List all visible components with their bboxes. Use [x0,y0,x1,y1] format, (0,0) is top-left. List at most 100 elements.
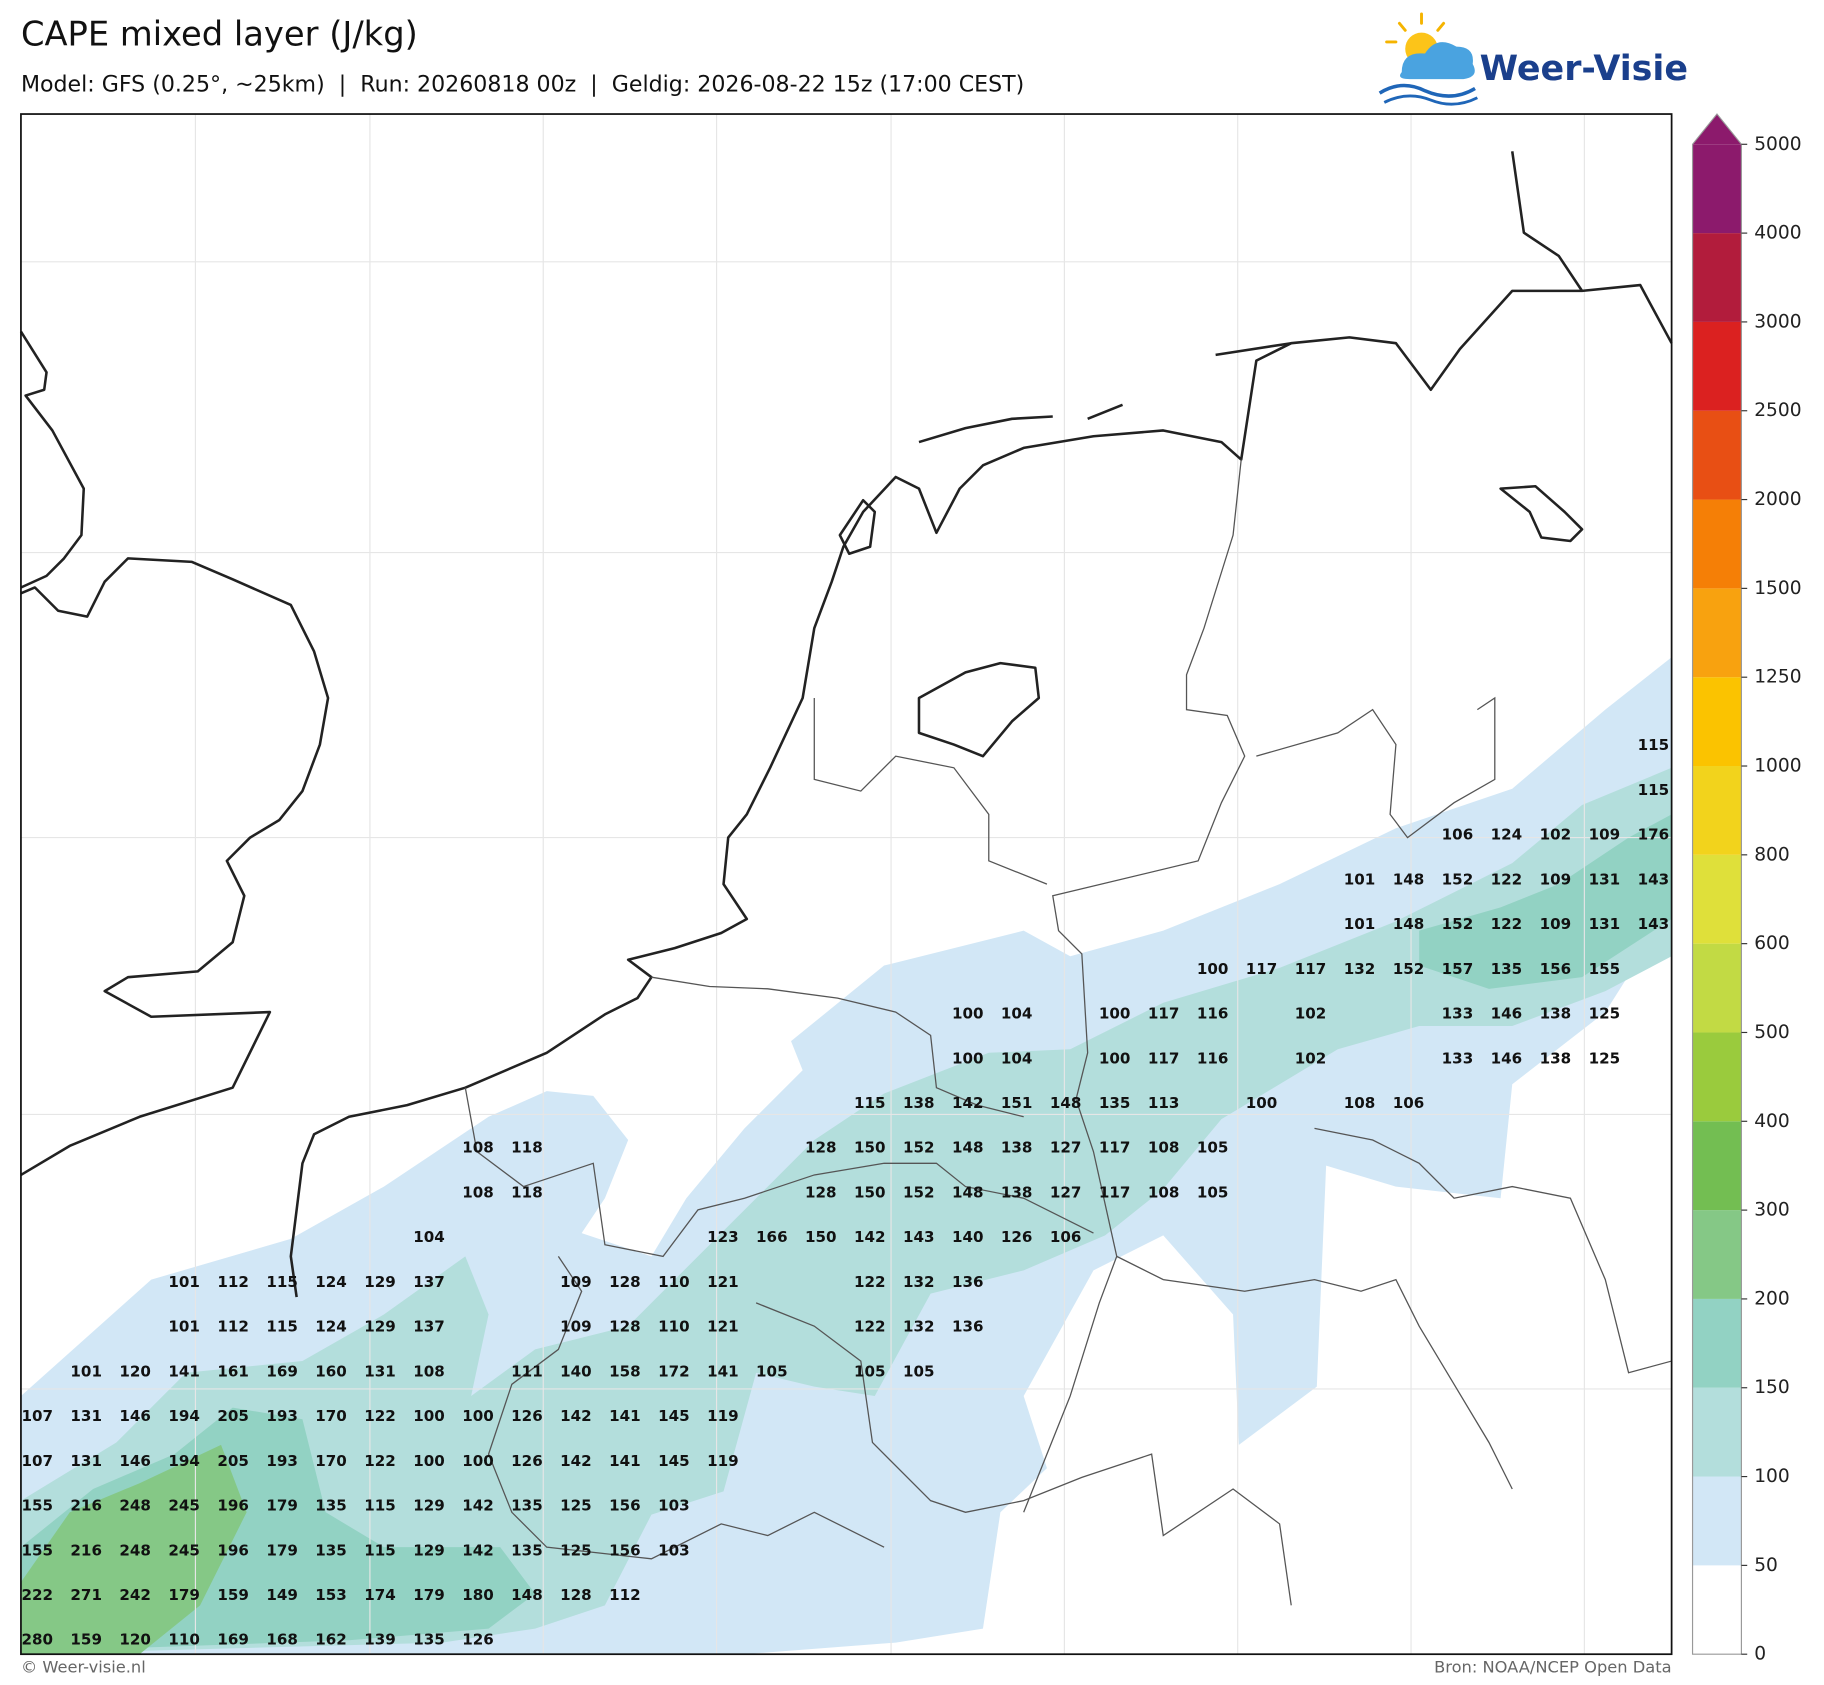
grid-value: 101 [168,1318,200,1336]
grid-value: 121 [707,1273,739,1291]
colorbar-label: 50 [1754,1555,1778,1576]
grid-value: 108 [462,1139,494,1157]
colorbar-segment [1692,499,1742,589]
grid-value: 112 [609,1586,641,1604]
colorbar-segment [1692,854,1742,944]
grid-value: 245 [168,1541,200,1559]
grid-value: 242 [119,1586,151,1604]
grid-value: 115 [364,1497,396,1515]
grid-value: 121 [707,1318,739,1336]
grid-value: 136 [952,1273,984,1291]
grid-value: 179 [168,1586,200,1604]
grid-value: 159 [217,1586,249,1604]
grid-value: 101 [70,1362,102,1380]
colorbar-label: 100 [1754,1466,1790,1487]
grid-value: 117 [1099,1183,1131,1201]
grid-value: 132 [903,1318,935,1336]
colorbar: 0 50 100 150 200 300 400 500 600 800 1000 1250 1500 2… [1691,113,1802,1665]
colorbar-segment [1692,588,1742,678]
grid-value: 120 [119,1631,151,1649]
grid-value: 108 [413,1362,445,1380]
grid-value: 122 [1491,870,1523,888]
logo: Weer-Visie [1378,12,1688,106]
grid-value: 138 [903,1094,935,1112]
grid-value: 142 [462,1541,494,1559]
grid-value: 117 [1148,1005,1180,1023]
grid-value: 109 [1589,826,1621,844]
grid-value: 194 [168,1407,200,1425]
colorbar-label: 1250 [1754,667,1801,688]
grid-value: 135 [1099,1094,1131,1112]
grid-value: 109 [1540,870,1572,888]
grid-value: 119 [707,1407,739,1425]
grid-value: 148 [1393,915,1425,933]
grid-value: 126 [511,1452,543,1470]
grid-value: 100 [413,1452,445,1470]
grid-value: 152 [1442,915,1474,933]
grid-value: 271 [70,1586,102,1604]
grid-value: 162 [315,1631,347,1649]
grid-value: 133 [1442,1049,1474,1067]
grid-value: 101 [1344,915,1376,933]
grid-value: 110 [658,1318,690,1336]
grid-value: 148 [1393,870,1425,888]
grid-value: 111 [511,1362,543,1380]
grid-value: 110 [168,1631,200,1649]
grid-value: 138 [1001,1183,1033,1201]
colorbar-label: 3000 [1754,311,1801,332]
grid-value: 104 [1001,1049,1033,1067]
grid-value: 205 [217,1407,249,1425]
grid-value: 169 [266,1362,298,1380]
grid-value: 150 [854,1183,886,1201]
grid-value: 128 [805,1183,837,1201]
grid-value: 104 [1001,1005,1033,1023]
colorbar-label: 1500 [1754,578,1801,599]
grid-value: 174 [364,1586,396,1604]
grid-value: 141 [609,1407,641,1425]
grid-value: 280 [21,1631,53,1649]
grid-value: 106 [1442,826,1474,844]
grid-value: 125 [1589,1049,1621,1067]
grid-value: 142 [560,1452,592,1470]
grid-value: 128 [560,1586,592,1604]
grid-value: 152 [1442,870,1474,888]
grid-value: 149 [266,1586,298,1604]
grid-value: 142 [560,1407,592,1425]
grid-value: 124 [315,1318,347,1336]
grid-value: 113 [1148,1094,1180,1112]
grid-value: 126 [462,1631,494,1649]
logo-text: Weer-Visie [1480,49,1688,89]
grid-value: 179 [266,1541,298,1559]
grid-value: 156 [609,1541,641,1559]
colorbar-segment [1692,1210,1742,1299]
grid-value: 138 [1540,1049,1572,1067]
grid-value: 138 [1540,1005,1572,1023]
grid-value: 135 [413,1631,445,1649]
grid-value: 122 [854,1318,886,1336]
grid-value: 161 [217,1362,249,1380]
grid-value: 131 [1589,915,1621,933]
grid-value: 216 [70,1497,102,1515]
grid-value: 180 [462,1586,494,1604]
colorbar-outline [1691,113,1742,1655]
grid-value: 104 [413,1228,445,1246]
grid-value: 148 [1050,1094,1082,1112]
grid-value: 156 [609,1497,641,1515]
grid-value: 138 [1001,1139,1033,1157]
grid-value: 216 [70,1541,102,1559]
grid-value: 156 [1540,960,1572,978]
grid-value: 131 [70,1407,102,1425]
colorbar-label: 200 [1754,1288,1790,1309]
grid-value: 101 [1344,870,1376,888]
grid-value: 126 [1001,1228,1033,1246]
grid-value: 112 [217,1273,249,1291]
colorbar-label: 600 [1754,933,1790,954]
grid-value: 117 [1099,1139,1131,1157]
grid-value: 158 [609,1362,641,1380]
grid-value: 196 [217,1497,249,1515]
grid-value: 127 [1050,1139,1082,1157]
grid-value: 105 [1197,1183,1229,1201]
grid-value: 108 [1148,1183,1180,1201]
grid-value: 122 [364,1452,396,1470]
